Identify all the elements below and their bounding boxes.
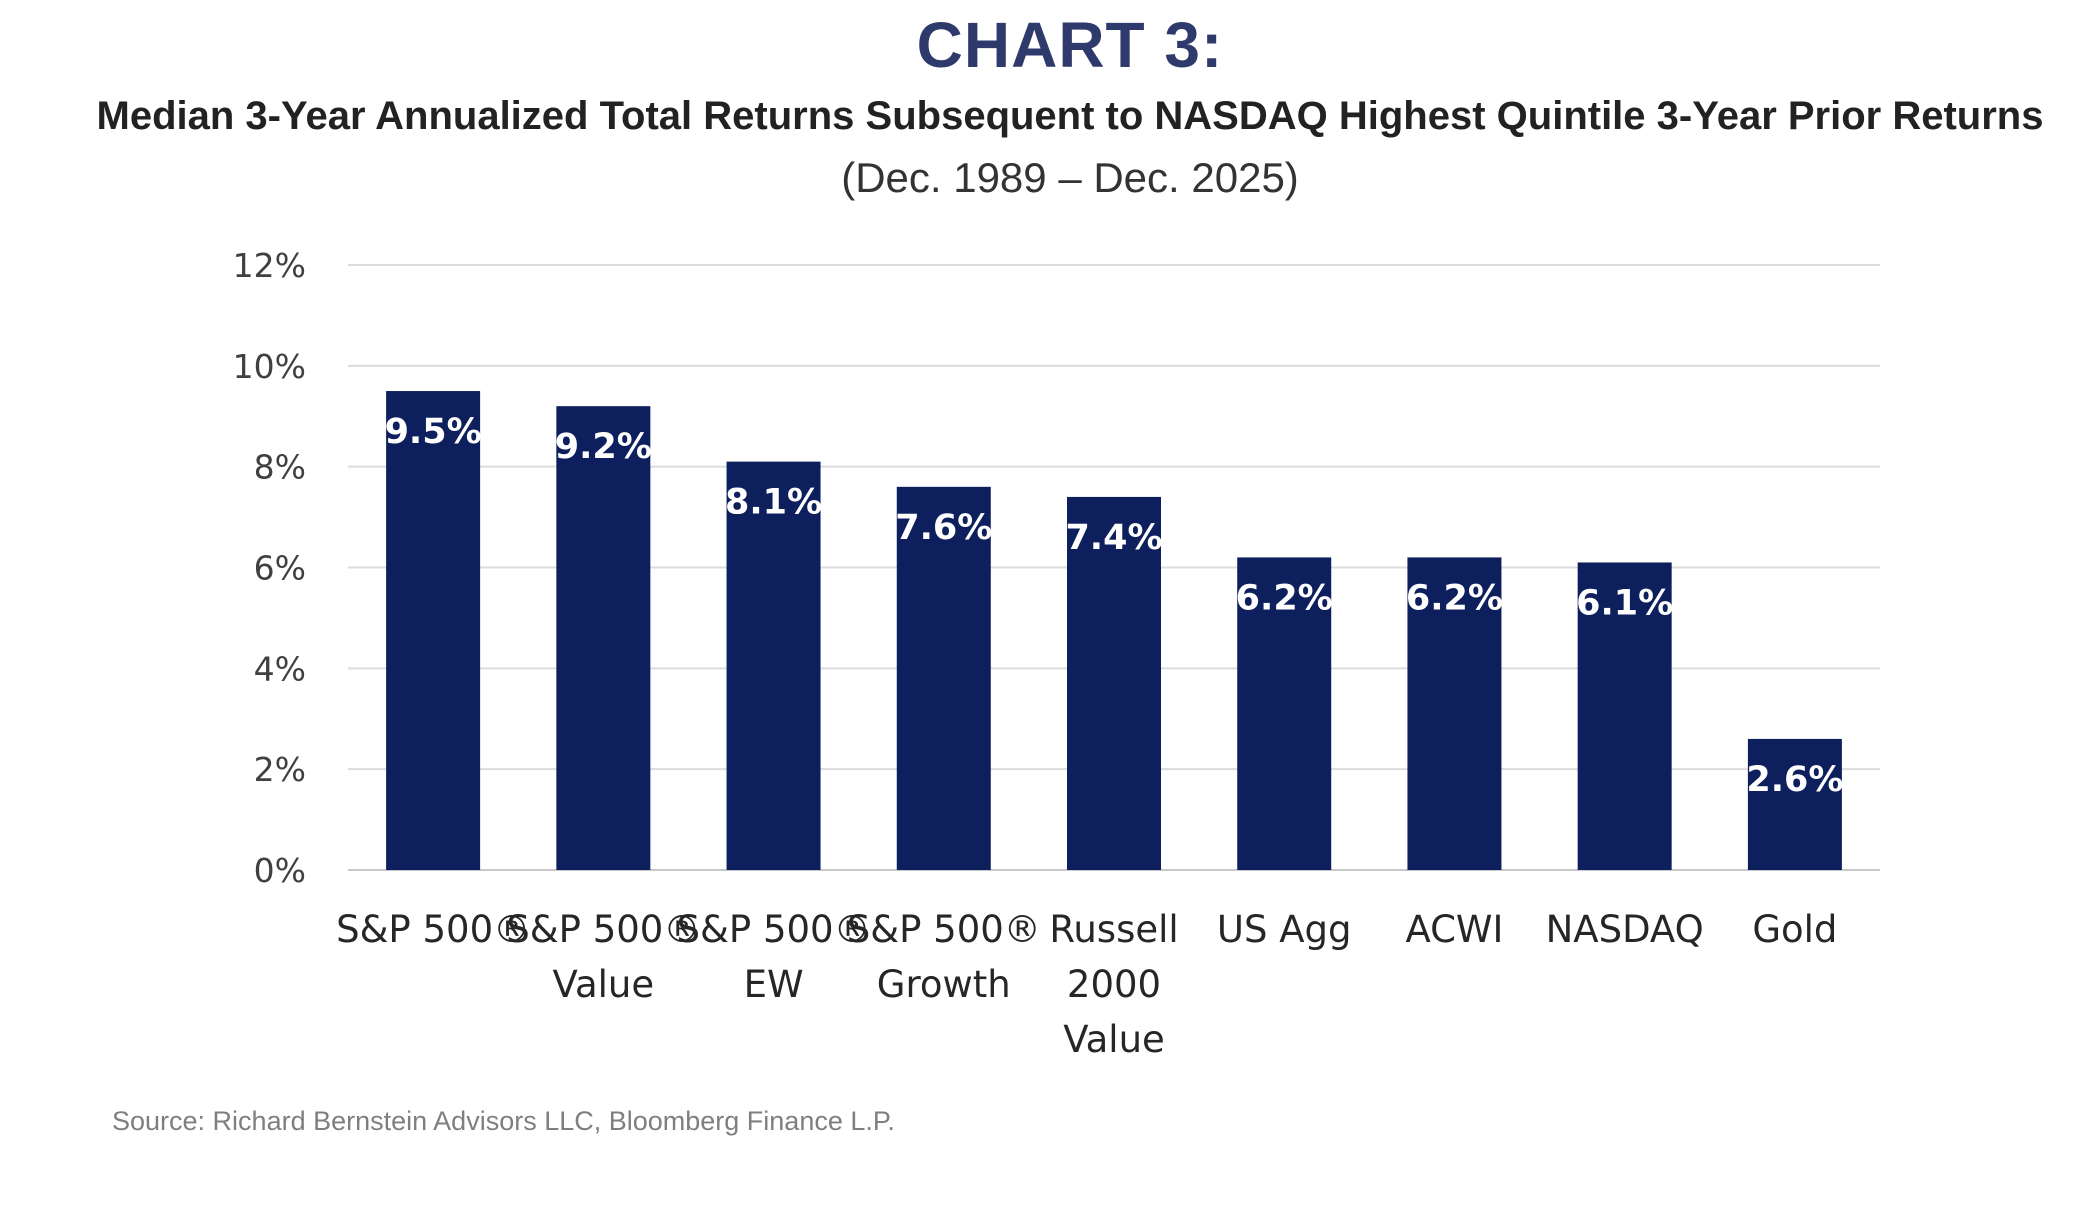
- category-label-line: Value: [553, 963, 655, 1006]
- category-label-line: Gold: [1752, 908, 1837, 951]
- bar: [1067, 496, 1161, 870]
- source-note: Source: Richard Bernstein Advisors LLC, …: [112, 1106, 895, 1136]
- category-label: Gold: [1752, 908, 1837, 951]
- category-label: NASDAQ: [1546, 908, 1704, 951]
- category-label: US Agg: [1217, 908, 1352, 951]
- data-labels: 9.5% 9.2% 8.1% 7.6% 7.4% 6.2% 6.2% 6.1% 2.6%: [385, 412, 1844, 800]
- category-label-line: 2000: [1067, 963, 1161, 1006]
- category-label-line: ACWI: [1405, 908, 1503, 951]
- bar: [726, 461, 821, 870]
- chart-date-range: (Dec. 1989 – Dec. 2025): [841, 154, 1299, 201]
- bar: [386, 391, 481, 870]
- data-label: 9.5%: [385, 412, 482, 452]
- category-label: S&P 500® EW: [677, 908, 871, 1006]
- y-tick-label: 0%: [254, 851, 306, 890]
- bar: [1747, 738, 1842, 870]
- y-tick-label: 2%: [254, 750, 306, 789]
- y-axis-tick-labels: 0% 2% 4% 6% 8% 10% 12%: [233, 246, 306, 890]
- bar: [896, 486, 991, 870]
- y-tick-label: 12%: [233, 246, 306, 285]
- category-label-line: S&P 500®: [506, 908, 700, 951]
- category-label: S&P 500® Value: [506, 908, 700, 1006]
- y-tick-label: 4%: [254, 649, 306, 688]
- chart-title: CHART 3:: [916, 9, 1224, 81]
- y-tick-label: 8%: [254, 448, 306, 487]
- chart-subtitle: Median 3-Year Annualized Total Returns S…: [96, 94, 2044, 138]
- data-label: 7.6%: [895, 508, 992, 548]
- category-label-line: NASDAQ: [1546, 908, 1704, 951]
- category-label-line: EW: [744, 963, 804, 1006]
- y-tick-label: 6%: [254, 549, 306, 588]
- bars: [386, 391, 1842, 870]
- bar: [556, 406, 651, 870]
- bar: [1237, 557, 1332, 870]
- category-label-line: S&P 500®: [847, 908, 1041, 951]
- data-label: 6.1%: [1576, 583, 1673, 623]
- data-label: 8.1%: [725, 483, 822, 523]
- category-label-line: US Agg: [1217, 908, 1352, 951]
- category-label-line: S&P 500®: [336, 908, 530, 951]
- data-label: 6.2%: [1236, 578, 1333, 618]
- y-tick-label: 10%: [233, 347, 306, 386]
- bar: [1577, 562, 1672, 870]
- category-label-line: Value: [1063, 1018, 1165, 1061]
- data-label: 2.6%: [1746, 760, 1843, 800]
- category-label-line: S&P 500®: [677, 908, 871, 951]
- data-label: 9.2%: [555, 427, 652, 467]
- category-label: ACWI: [1405, 908, 1503, 951]
- category-label: S&P 500® Growth: [847, 908, 1041, 1006]
- bar: [1407, 557, 1502, 870]
- category-label-line: Russell: [1049, 908, 1178, 951]
- data-label: 6.2%: [1406, 578, 1503, 618]
- category-label-line: Growth: [877, 963, 1011, 1006]
- category-label: Russell 2000 Value: [1049, 908, 1178, 1061]
- data-label: 7.4%: [1065, 518, 1162, 558]
- category-label: S&P 500®: [336, 908, 530, 951]
